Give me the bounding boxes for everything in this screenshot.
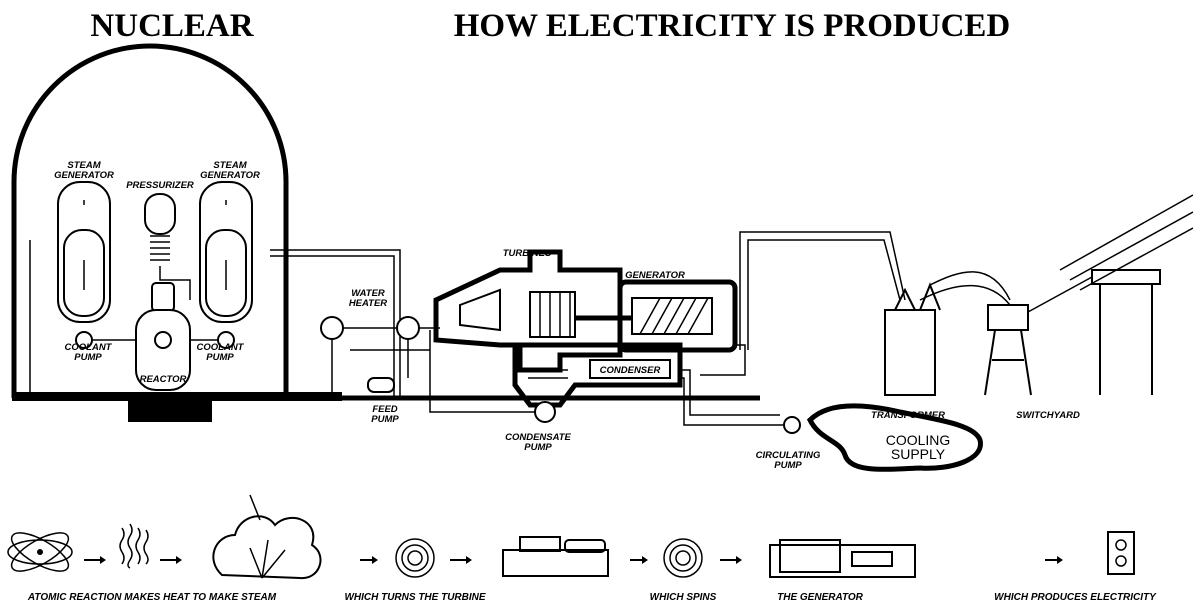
component-label: PRESSURIZER xyxy=(126,180,194,191)
label-line: GENERATOR xyxy=(625,270,685,281)
process-strip xyxy=(6,495,1134,578)
label-line: REACTOR xyxy=(140,374,187,385)
label-line: GENERATOR xyxy=(54,170,114,181)
label-line: SUPPLY xyxy=(891,446,946,462)
label-line: PUMP xyxy=(524,442,552,453)
process-caption: WHICH TURNS THE TURBINE xyxy=(344,592,485,603)
left-title: NUCLEAR xyxy=(90,8,254,44)
component-label: GENERATOR xyxy=(625,270,685,281)
label-line: GENERATOR xyxy=(200,170,260,181)
label-line: PRESSURIZER xyxy=(126,180,194,191)
label-line: PUMP xyxy=(74,352,102,363)
label-line: CONDENSER xyxy=(600,365,661,376)
component-label: CONDENSER xyxy=(600,365,661,376)
label-line: PUMP xyxy=(774,460,802,471)
process-caption: WHICH PRODUCES ELECTRICITY xyxy=(994,592,1157,603)
component-label: REACTOR xyxy=(140,374,187,385)
diagram: NUCLEAR HOW ELECTRICITY IS PRODUCED xyxy=(0,0,1193,607)
process-caption: WHICH SPINS xyxy=(650,592,717,603)
label-line: PUMP xyxy=(206,352,234,363)
component-label: TRANSFORMER xyxy=(871,410,945,421)
process-caption: ATOMIC REACTION MAKES HEAT TO MAKE STEAM xyxy=(27,592,277,603)
arrows xyxy=(84,556,1063,564)
body: {"header": {"left_title": "NUCLEAR", "ti… xyxy=(0,0,1193,607)
process-caption: THE GENERATOR xyxy=(777,592,864,603)
page: Nuclear power diagram html, body { margi… xyxy=(0,0,1193,607)
plant-drawing xyxy=(12,46,1193,469)
component-label: TURBINES xyxy=(503,248,552,259)
label-line: TURBINES xyxy=(503,248,552,259)
label-line: TRANSFORMER xyxy=(871,410,945,421)
main-title: HOW ELECTRICITY IS PRODUCED xyxy=(454,8,1011,44)
label-line: HEATER xyxy=(349,298,387,309)
label-line: SWITCHYARD xyxy=(1016,410,1080,421)
label-line: PUMP xyxy=(371,414,399,425)
component-label: SWITCHYARD xyxy=(1016,410,1080,421)
